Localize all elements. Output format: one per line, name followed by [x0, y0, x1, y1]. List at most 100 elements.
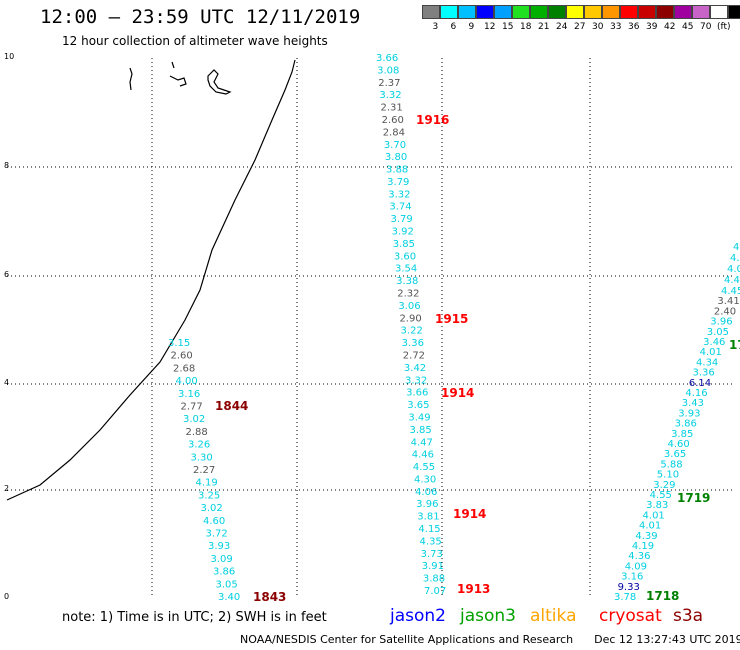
- scale-swatch: [584, 5, 602, 19]
- wave-height-value: 4.60: [668, 439, 690, 450]
- wave-height-value: 3.49: [408, 412, 430, 423]
- wave-height-value: 4.39: [635, 531, 657, 542]
- wave-height-value: 3.09: [211, 554, 233, 565]
- wave-height-value: 4.01: [639, 521, 661, 532]
- wave-height-value: 3.72: [206, 529, 228, 540]
- wave-height-value: 3.02: [201, 503, 223, 514]
- scale-swatch: [710, 5, 728, 19]
- scale-label: 6: [450, 22, 457, 32]
- wave-height-value: 4.15: [418, 524, 440, 535]
- scale-label: 18: [520, 22, 532, 32]
- scale-swatch: [476, 5, 494, 19]
- wave-height-value: 4.01: [700, 347, 722, 358]
- wave-height-value: 3.46: [703, 337, 725, 348]
- legend-cryosat: cryosat: [599, 606, 662, 626]
- wave-height-value: 4.30: [414, 474, 436, 485]
- track-time-label: 1914: [453, 507, 486, 521]
- scale-swatch: [530, 5, 548, 19]
- wave-height-value: 4.60: [203, 516, 225, 527]
- track-time-label: 1913: [457, 582, 490, 596]
- wave-height-value: 3.85: [409, 425, 431, 436]
- wave-height-value: 4.34: [696, 357, 718, 368]
- wave-height-value: 4.06: [415, 487, 437, 498]
- scale-swatch: [620, 5, 638, 19]
- wave-height-value: 3.38: [396, 276, 418, 287]
- wave-height-value: 3.79: [391, 214, 413, 225]
- wave-height-value: 2.72: [403, 350, 425, 361]
- scale-label: 70: [700, 22, 712, 32]
- scale-label: 27: [574, 22, 586, 32]
- wave-height-value: 4.36: [628, 551, 650, 562]
- scale-label: 24: [556, 22, 568, 32]
- track-time-label: 1719: [677, 491, 710, 505]
- wave-height-value: 3.05: [216, 579, 238, 590]
- wave-height-value: 3.96: [710, 317, 732, 328]
- track-time-label: 1915: [435, 312, 468, 326]
- map-subtitle: 12 hour collection of altimeter wave hei…: [62, 34, 328, 48]
- wave-height-value: 3.80: [385, 152, 407, 163]
- scale-label: 12: [484, 22, 496, 32]
- wave-height-value: 4.55: [413, 462, 435, 473]
- wave-height-value: 3.32: [379, 90, 401, 101]
- legend-jason2: jason2: [390, 606, 446, 626]
- wave-height-value: 2.77: [181, 402, 203, 413]
- wave-height-value: 4.45: [721, 286, 740, 297]
- scale-swatch: [458, 5, 476, 19]
- wave-height-value: 2.37: [378, 78, 400, 89]
- scale-label: 30: [592, 22, 604, 32]
- wave-height-value: 3.42: [404, 363, 426, 374]
- scale-label: 42: [664, 22, 676, 32]
- coastline: [6, 59, 296, 501]
- wave-height-value: 2.60: [382, 115, 404, 126]
- wave-height-value: 3.25: [198, 490, 220, 501]
- scale-swatch: [440, 5, 458, 19]
- wave-height-value: 4.45: [724, 275, 740, 286]
- scale-label: (ft): [717, 22, 731, 32]
- wave-height-value: 3.60: [394, 251, 416, 262]
- wave-height-value: 2.60: [171, 351, 193, 362]
- wave-height-value: 3.54: [395, 264, 417, 275]
- wave-height-value: 3.65: [407, 400, 429, 411]
- wave-height-value: 3.15: [168, 338, 190, 349]
- wave-height-value: 2.27: [193, 465, 215, 476]
- wave-height-value: 3.83: [646, 500, 668, 511]
- y-tick-label: 2: [4, 484, 9, 493]
- wave-height-value: 4.19: [632, 541, 654, 552]
- x-tick-label: 51: [292, 604, 302, 605]
- x-tick-label: 48: [147, 604, 157, 605]
- altimeter-map: 45485154576002468103.663.082.373.322.312…: [2, 52, 740, 605]
- scale-swatch: [656, 5, 674, 19]
- wave-height-value: 3.96: [416, 499, 438, 510]
- footer-note: note: 1) Time is in UTC; 2) SWH is in fe…: [62, 610, 327, 625]
- scale-label: 15: [502, 22, 514, 32]
- wave-height-value: 3.41: [717, 296, 739, 307]
- wave-height-value: 4.46: [412, 450, 434, 461]
- scale-swatch: [512, 5, 530, 19]
- x-tick-label: 60: [730, 604, 740, 605]
- wave-height-value: 9.33: [618, 582, 640, 593]
- wave-height-value: 3.43: [682, 398, 704, 409]
- island: [169, 61, 187, 87]
- wave-height-value: 4.01: [643, 510, 665, 521]
- wave-height-value: 4.09: [625, 561, 647, 572]
- y-tick-label: 0: [4, 592, 9, 601]
- wave-height-value: 3.93: [678, 408, 700, 419]
- wave-height-value: 3.88: [386, 165, 408, 176]
- generated-timestamp: Dec 12 13:27:43 UTC 2019: [594, 633, 740, 646]
- wave-height-value: 2.32: [397, 289, 419, 300]
- wave-height-value: 3.78: [614, 592, 636, 603]
- wave-height-value: 3.86: [213, 567, 235, 578]
- wave-height-value: 3.32: [405, 375, 427, 386]
- wave-height-value: 2.31: [380, 103, 402, 114]
- wave-height-value: 3.30: [191, 452, 213, 463]
- wave-height-value: 3.26: [188, 440, 210, 451]
- map-title: 12:00 – 23:59 UTC 12/11/2019: [40, 6, 361, 28]
- x-tick-label: 45: [2, 604, 12, 605]
- wave-height-value: 5.10: [657, 470, 679, 481]
- wave-height-value: 3.91: [422, 561, 444, 572]
- scale-label: 9: [468, 22, 475, 32]
- scale-label: 3: [432, 22, 439, 32]
- wave-height-value: 7.07: [424, 586, 446, 597]
- wave-height-value: 4.55: [650, 490, 672, 501]
- wave-height-value: 4.47: [411, 437, 433, 448]
